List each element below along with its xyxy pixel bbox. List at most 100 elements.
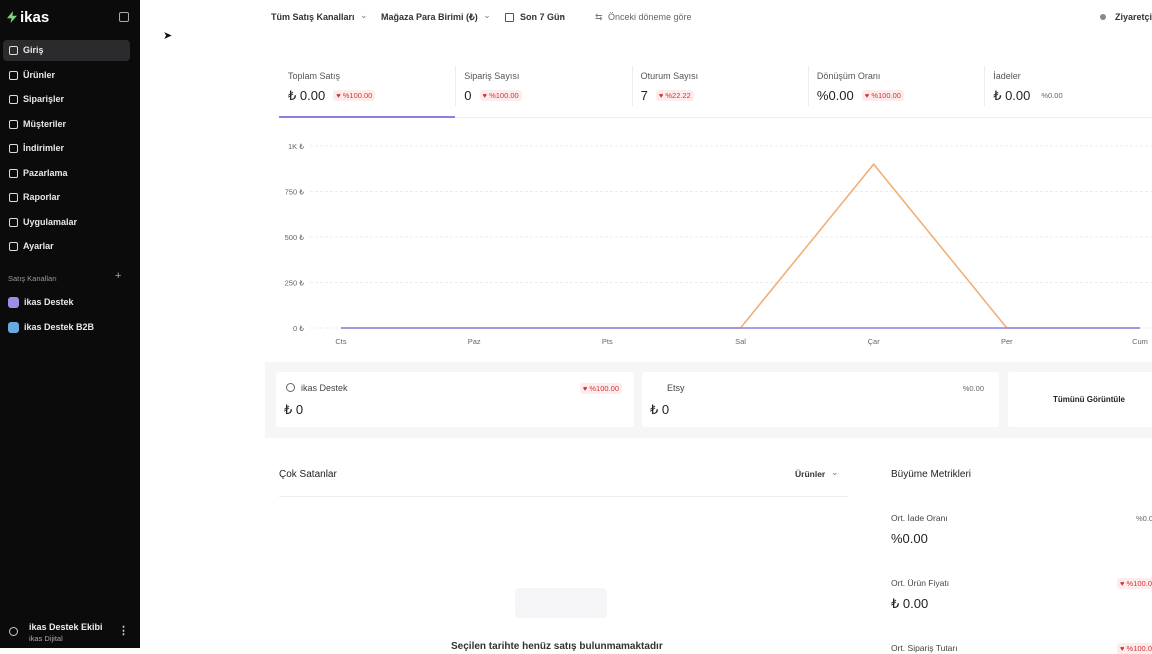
change-value: %0.00 xyxy=(962,384,984,393)
nav-item[interactable]: Ayarlar xyxy=(3,236,130,257)
growth-value: ₺ 0.00 xyxy=(891,596,929,611)
nav-item[interactable]: Uygulamalar xyxy=(3,212,130,233)
nav-label: Ayarlar xyxy=(23,241,54,251)
metric-label[interactable]: İadeler xyxy=(993,71,1021,81)
filter-label: Son 7 Gün xyxy=(520,12,565,22)
y-tick-label: 250 ₺ xyxy=(285,279,305,288)
channel-card: ikas Destek ₺ 0 ♥ %100.00 xyxy=(276,372,634,427)
x-tick-label: Sal xyxy=(735,337,746,346)
channel-name: ikas Destek xyxy=(301,383,348,393)
y-tick-label: 500 ₺ xyxy=(285,233,305,242)
metric-value: 0 xyxy=(464,88,472,103)
user-name: ikas Destek Ekibi xyxy=(29,622,103,632)
nav-icon xyxy=(9,95,18,104)
nav-label: İndirimler xyxy=(23,143,65,153)
channel-icon xyxy=(8,297,19,308)
nav-label: Giriş xyxy=(23,45,44,55)
metric-change: ♥ %100.00 xyxy=(333,90,376,101)
channel-item[interactable]: ikas Destek B2B xyxy=(24,322,95,332)
compare-toggle[interactable]: Önceki döneme göre xyxy=(608,12,692,22)
nav-label: Raporlar xyxy=(23,192,61,202)
channel-icon xyxy=(286,383,295,392)
metric-divider xyxy=(631,66,633,106)
x-tick-label: Cts xyxy=(335,337,347,346)
metric-divider xyxy=(455,66,457,106)
filter-label: Ürünler xyxy=(795,469,826,479)
x-tick-label: Per xyxy=(1001,337,1013,346)
metric-label[interactable]: Sipariş Sayısı xyxy=(464,71,520,81)
series-line xyxy=(341,162,1140,329)
visitor-button[interactable]: Ziyaretçi xyxy=(1115,12,1152,22)
visitor-dot xyxy=(1100,14,1106,20)
metric-change: ♥ %22.22 xyxy=(655,90,694,101)
metric-label[interactable]: Toplam Satış xyxy=(288,71,341,81)
nav-icon xyxy=(9,217,18,227)
nav-item[interactable]: Ürünler xyxy=(3,65,130,86)
brand: ikas xyxy=(20,9,50,26)
channel-icon xyxy=(8,322,19,333)
channel-change: ♥ %100.00 xyxy=(579,383,622,394)
nav-icon xyxy=(9,119,18,129)
section-title: Satış Kanalları xyxy=(8,274,57,283)
view-all-button[interactable]: Tümünü Görüntüle xyxy=(1053,395,1125,404)
channel-icon xyxy=(651,381,661,391)
nav-label: Uygulamalar xyxy=(23,216,78,227)
change-value: %100.00 xyxy=(871,91,901,100)
add-channel[interactable]: + xyxy=(115,270,122,282)
change-value: %100.00 xyxy=(1126,579,1152,588)
channel-card: Etsy ₺ 0 %0.00 xyxy=(642,372,999,427)
growth-title: Büyüme Metrikleri xyxy=(891,469,972,480)
change-value: %100.00 xyxy=(489,91,519,100)
metric-value: %0.00 xyxy=(816,88,854,103)
active-metric-underline xyxy=(279,116,455,118)
nav-item[interactable]: Müşteriler xyxy=(3,114,130,135)
mouse-cursor: ➤ xyxy=(163,30,173,42)
metric-label[interactable]: Dönüşüm Oranı xyxy=(816,71,881,81)
growth-label: Ort. İade Oranı xyxy=(891,513,948,523)
nav-icon xyxy=(9,144,18,153)
change-value: %0.00 xyxy=(1041,91,1063,100)
metric-label[interactable]: Oturum Sayısı xyxy=(640,71,699,81)
growth-change: %0.00 xyxy=(1133,513,1152,524)
x-tick-label: Pts xyxy=(602,337,613,346)
channel-change: %0.00 xyxy=(960,383,987,394)
channel-item[interactable]: ikas Destek xyxy=(24,297,74,307)
chevron: ⌄ xyxy=(557,10,565,20)
growth-label: Ort. Ürün Fiyatı xyxy=(891,578,950,588)
nav-item[interactable]: Giriş xyxy=(3,40,130,61)
filter-dropdown[interactable]: Son 7 Gün ⌄ xyxy=(501,7,570,27)
nav-icon xyxy=(9,70,18,80)
nav-item[interactable]: İndirimler xyxy=(3,138,130,159)
nav-icon xyxy=(9,168,18,178)
brand-icon xyxy=(7,11,17,23)
change-value: %100.00 xyxy=(589,384,619,393)
filter-dropdown[interactable]: Tüm Satış Kanalları ⌄ xyxy=(265,7,373,27)
nav-label: Ürünler xyxy=(23,69,56,80)
filter-dropdown[interactable]: Mağaza Para Birimi (₺) ⌄ xyxy=(375,7,496,27)
chevron: ⌄ xyxy=(831,467,839,477)
nav-item[interactable]: Raporlar xyxy=(3,187,130,208)
nav-icon xyxy=(9,193,18,202)
channel-name: Etsy xyxy=(667,383,685,393)
collapse-button[interactable] xyxy=(119,12,129,22)
filter-label: Mağaza Para Birimi (₺) xyxy=(381,12,478,22)
user-menu[interactable]: ⋮ xyxy=(118,625,129,637)
nav-item[interactable]: Siparişler xyxy=(3,89,130,110)
nav-icon xyxy=(9,46,18,55)
user-icon xyxy=(9,627,18,636)
growth-value: %0.00 xyxy=(891,531,928,546)
nav-label: Siparişler xyxy=(23,94,65,104)
view-all-card: Tümünü Görüntüle xyxy=(1008,372,1152,427)
empty-illustration xyxy=(515,588,607,618)
y-tick-label: 0 ₺ xyxy=(293,324,304,333)
metric-value: ₺ 0.00 xyxy=(993,88,1031,103)
best-sellers-filter[interactable]: Ürünler ⌄ xyxy=(789,464,845,484)
change-value: %100.00 xyxy=(342,91,373,100)
x-tick-label: Cum xyxy=(1132,337,1148,346)
metric-change: ♥ %100.00 xyxy=(861,90,904,101)
metric-change: %0.00 xyxy=(1038,90,1065,101)
nav-item[interactable]: Pazarlama xyxy=(3,163,130,184)
sidebar: ikas Giriş Ürünler Siparişler Müşteriler İndi… xyxy=(0,0,140,648)
growth-change: ♥ %100.00 xyxy=(1117,578,1152,589)
